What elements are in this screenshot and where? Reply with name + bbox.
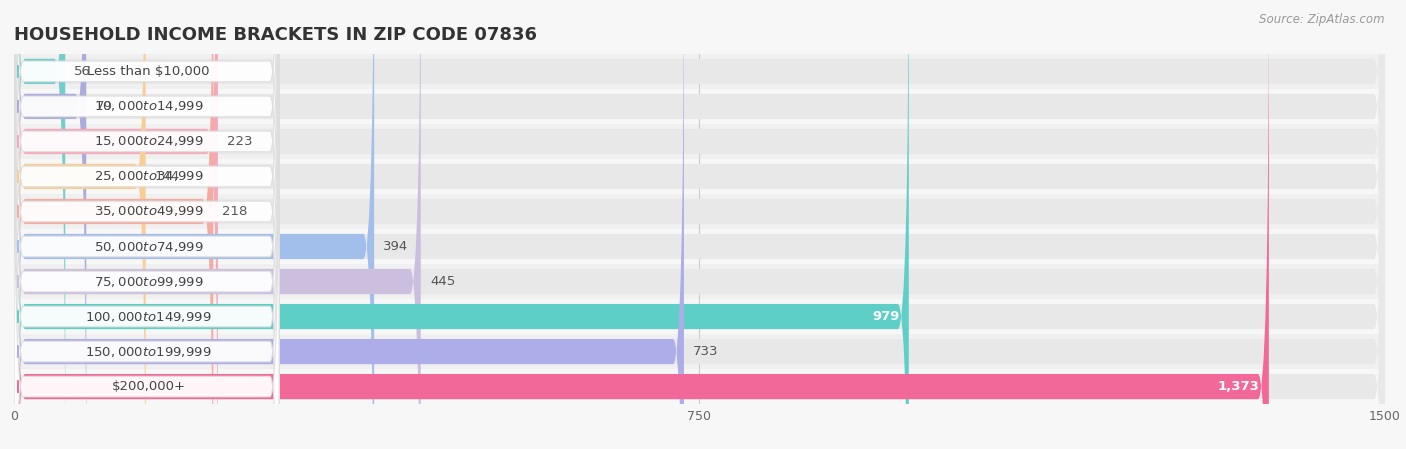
Text: $100,000 to $149,999: $100,000 to $149,999	[86, 309, 212, 324]
FancyBboxPatch shape	[14, 0, 1385, 449]
Text: 1,373: 1,373	[1218, 380, 1260, 393]
Text: 394: 394	[384, 240, 409, 253]
Text: 144: 144	[155, 170, 180, 183]
FancyBboxPatch shape	[14, 0, 1385, 449]
FancyBboxPatch shape	[14, 47, 278, 449]
Text: 79: 79	[96, 100, 112, 113]
FancyBboxPatch shape	[14, 0, 278, 449]
Bar	[0, 54, 1406, 89]
FancyBboxPatch shape	[14, 0, 86, 449]
FancyBboxPatch shape	[14, 0, 1385, 449]
FancyBboxPatch shape	[14, 0, 420, 449]
FancyBboxPatch shape	[14, 0, 1268, 449]
FancyBboxPatch shape	[14, 0, 1385, 449]
Text: 733: 733	[693, 345, 718, 358]
FancyBboxPatch shape	[14, 0, 683, 449]
FancyBboxPatch shape	[14, 0, 218, 449]
Bar	[0, 229, 1406, 264]
Bar	[0, 264, 1406, 299]
Text: $75,000 to $99,999: $75,000 to $99,999	[94, 274, 204, 289]
Text: $200,000+: $200,000+	[111, 380, 186, 393]
FancyBboxPatch shape	[14, 0, 65, 449]
FancyBboxPatch shape	[14, 0, 214, 449]
Text: 979: 979	[872, 310, 900, 323]
Text: $35,000 to $49,999: $35,000 to $49,999	[94, 204, 204, 219]
FancyBboxPatch shape	[14, 0, 1385, 449]
Text: Source: ZipAtlas.com: Source: ZipAtlas.com	[1260, 13, 1385, 26]
Text: $10,000 to $14,999: $10,000 to $14,999	[94, 99, 204, 114]
FancyBboxPatch shape	[14, 0, 278, 449]
Text: 56: 56	[75, 65, 91, 78]
FancyBboxPatch shape	[14, 0, 1385, 449]
Text: HOUSEHOLD INCOME BRACKETS IN ZIP CODE 07836: HOUSEHOLD INCOME BRACKETS IN ZIP CODE 07…	[14, 26, 537, 44]
Bar	[0, 89, 1406, 124]
Text: 445: 445	[430, 275, 456, 288]
Bar	[0, 334, 1406, 369]
FancyBboxPatch shape	[14, 0, 278, 449]
Bar	[0, 299, 1406, 334]
FancyBboxPatch shape	[14, 0, 1385, 449]
Text: $25,000 to $34,999: $25,000 to $34,999	[94, 169, 204, 184]
FancyBboxPatch shape	[14, 0, 908, 449]
FancyBboxPatch shape	[14, 0, 1385, 449]
FancyBboxPatch shape	[14, 0, 374, 449]
Text: 223: 223	[226, 135, 253, 148]
FancyBboxPatch shape	[14, 0, 278, 449]
FancyBboxPatch shape	[14, 12, 278, 449]
Text: $15,000 to $24,999: $15,000 to $24,999	[94, 134, 204, 149]
FancyBboxPatch shape	[14, 0, 278, 446]
Text: $50,000 to $74,999: $50,000 to $74,999	[94, 239, 204, 254]
FancyBboxPatch shape	[14, 0, 278, 449]
FancyBboxPatch shape	[14, 0, 278, 449]
FancyBboxPatch shape	[14, 0, 146, 449]
Text: $150,000 to $199,999: $150,000 to $199,999	[86, 344, 212, 359]
Bar	[0, 194, 1406, 229]
FancyBboxPatch shape	[14, 0, 1385, 449]
Text: Less than $10,000: Less than $10,000	[87, 65, 209, 78]
FancyBboxPatch shape	[14, 0, 1385, 449]
Bar	[0, 369, 1406, 404]
FancyBboxPatch shape	[14, 0, 278, 411]
Text: 218: 218	[222, 205, 247, 218]
Bar	[0, 159, 1406, 194]
Bar	[0, 124, 1406, 159]
